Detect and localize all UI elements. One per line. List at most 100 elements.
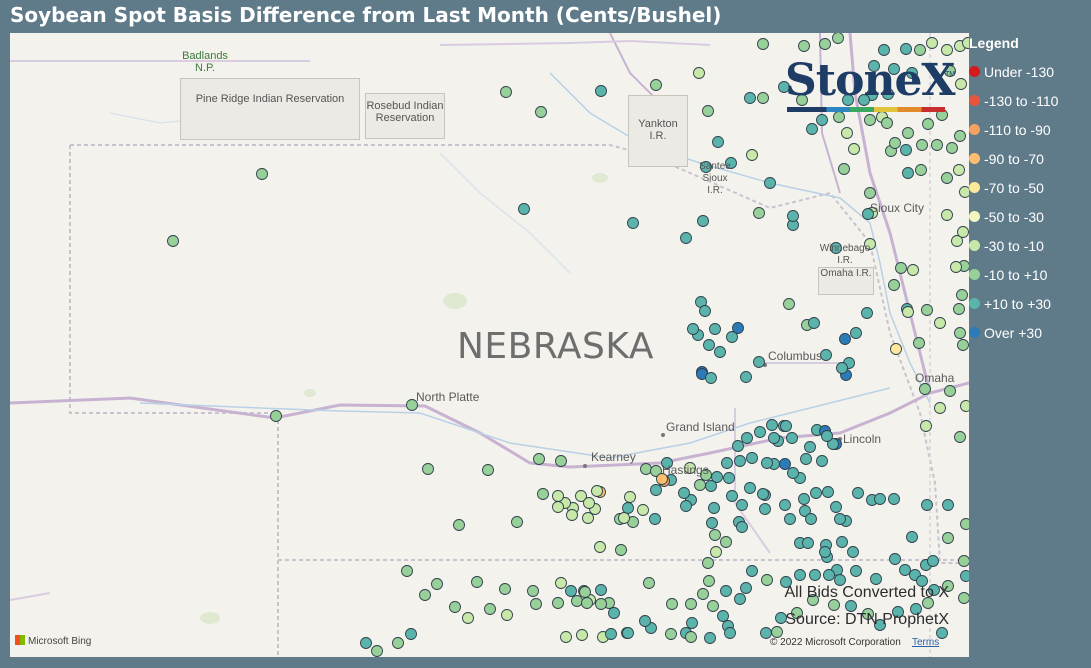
bid-location-marker[interactable] xyxy=(796,94,808,106)
bid-location-marker[interactable] xyxy=(951,235,963,247)
bid-location-marker[interactable] xyxy=(784,513,796,525)
bid-location-marker[interactable] xyxy=(618,512,630,524)
bid-location-marker[interactable] xyxy=(895,262,907,274)
bid-location-marker[interactable] xyxy=(778,81,790,93)
bid-location-marker[interactable] xyxy=(680,232,692,244)
bid-location-marker[interactable] xyxy=(941,209,953,221)
bid-location-marker[interactable] xyxy=(650,79,662,91)
bid-location-marker[interactable] xyxy=(874,493,886,505)
bid-location-marker[interactable] xyxy=(864,238,876,250)
bid-location-marker[interactable] xyxy=(936,627,948,639)
bid-location-marker[interactable] xyxy=(552,597,564,609)
bid-location-marker[interactable] xyxy=(819,546,831,558)
bid-location-marker[interactable] xyxy=(806,123,818,135)
bid-location-marker[interactable] xyxy=(889,553,901,565)
bid-location-marker[interactable] xyxy=(902,167,914,179)
bid-location-marker[interactable] xyxy=(640,463,652,475)
bid-location-marker[interactable] xyxy=(934,317,946,329)
bid-location-marker[interactable] xyxy=(704,632,716,644)
bid-location-marker[interactable] xyxy=(779,499,791,511)
bid-location-marker[interactable] xyxy=(927,555,939,567)
bid-location-marker[interactable] xyxy=(744,92,756,104)
bid-location-marker[interactable] xyxy=(928,584,940,596)
bid-location-marker[interactable] xyxy=(780,576,792,588)
bid-location-marker[interactable] xyxy=(870,573,882,585)
bid-location-marker[interactable] xyxy=(757,92,769,104)
bid-location-marker[interactable] xyxy=(848,143,860,155)
bid-location-marker[interactable] xyxy=(579,586,591,598)
bid-location-marker[interactable] xyxy=(639,615,651,627)
bid-location-marker[interactable] xyxy=(878,44,890,56)
bid-location-marker[interactable] xyxy=(703,575,715,587)
bid-location-marker[interactable] xyxy=(708,502,720,514)
bid-location-marker[interactable] xyxy=(615,544,627,556)
bid-location-marker[interactable] xyxy=(575,490,587,502)
bid-location-marker[interactable] xyxy=(371,645,383,657)
bid-location-marker[interactable] xyxy=(942,532,954,544)
bid-location-marker[interactable] xyxy=(565,585,577,597)
bid-location-marker[interactable] xyxy=(958,592,970,604)
bid-location-marker[interactable] xyxy=(697,588,709,600)
bid-location-marker[interactable] xyxy=(527,585,539,597)
bid-location-marker[interactable] xyxy=(916,575,928,587)
bid-location-marker[interactable] xyxy=(530,598,542,610)
bid-location-marker[interactable] xyxy=(680,500,692,512)
bid-location-marker[interactable] xyxy=(934,402,946,414)
bid-location-marker[interactable] xyxy=(950,261,962,273)
bid-location-marker[interactable] xyxy=(787,210,799,222)
bid-location-marker[interactable] xyxy=(960,400,970,412)
bid-location-marker[interactable] xyxy=(741,432,753,444)
bid-location-marker[interactable] xyxy=(736,499,748,511)
bid-location-marker[interactable] xyxy=(484,603,496,615)
bid-location-marker[interactable] xyxy=(705,372,717,384)
bid-location-marker[interactable] xyxy=(560,631,572,643)
bid-location-marker[interactable] xyxy=(555,455,567,467)
bid-location-marker[interactable] xyxy=(921,304,933,316)
bid-location-marker[interactable] xyxy=(726,331,738,343)
bid-location-marker[interactable] xyxy=(720,536,732,548)
bid-location-marker[interactable] xyxy=(910,603,922,615)
bid-location-marker[interactable] xyxy=(780,420,792,432)
bid-location-marker[interactable] xyxy=(256,168,268,180)
bid-location-marker[interactable] xyxy=(913,337,925,349)
bid-location-marker[interactable] xyxy=(605,628,617,640)
bid-location-marker[interactable] xyxy=(723,472,735,484)
bid-location-marker[interactable] xyxy=(802,537,814,549)
bid-location-marker[interactable] xyxy=(449,601,461,613)
bid-location-marker[interactable] xyxy=(482,464,494,476)
bid-location-marker[interactable] xyxy=(946,142,958,154)
bid-location-marker[interactable] xyxy=(942,499,954,511)
bid-location-marker[interactable] xyxy=(643,577,655,589)
bid-location-marker[interactable] xyxy=(836,362,848,374)
bid-location-marker[interactable] xyxy=(595,598,607,610)
bid-location-marker[interactable] xyxy=(757,38,769,50)
bid-location-marker[interactable] xyxy=(847,546,859,558)
bid-location-marker[interactable] xyxy=(798,40,810,52)
bid-location-marker[interactable] xyxy=(764,177,776,189)
bid-location-marker[interactable] xyxy=(957,226,969,238)
bid-location-marker[interactable] xyxy=(882,88,894,100)
bid-location-marker[interactable] xyxy=(954,431,966,443)
bid-location-marker[interactable] xyxy=(591,485,603,497)
bid-location-marker[interactable] xyxy=(746,565,758,577)
bid-location-marker[interactable] xyxy=(700,161,712,173)
bid-location-marker[interactable] xyxy=(834,513,846,525)
bid-location-marker[interactable] xyxy=(779,458,791,470)
bid-location-marker[interactable] xyxy=(828,599,840,611)
bid-location-marker[interactable] xyxy=(915,164,927,176)
bid-location-marker[interactable] xyxy=(768,432,780,444)
bid-location-marker[interactable] xyxy=(941,44,953,56)
bid-location-marker[interactable] xyxy=(406,399,418,411)
bid-location-marker[interactable] xyxy=(697,215,709,227)
bid-location-marker[interactable] xyxy=(783,298,795,310)
bid-location-marker[interactable] xyxy=(864,187,876,199)
bid-location-marker[interactable] xyxy=(771,626,783,638)
bid-location-marker[interactable] xyxy=(661,457,673,469)
bid-location-marker[interactable] xyxy=(960,518,970,530)
bid-location-marker[interactable] xyxy=(707,600,719,612)
bid-location-marker[interactable] xyxy=(699,305,711,317)
bid-location-marker[interactable] xyxy=(953,164,965,176)
bid-location-marker[interactable] xyxy=(944,65,956,77)
bid-location-marker[interactable] xyxy=(721,457,733,469)
bid-location-marker[interactable] xyxy=(422,463,434,475)
